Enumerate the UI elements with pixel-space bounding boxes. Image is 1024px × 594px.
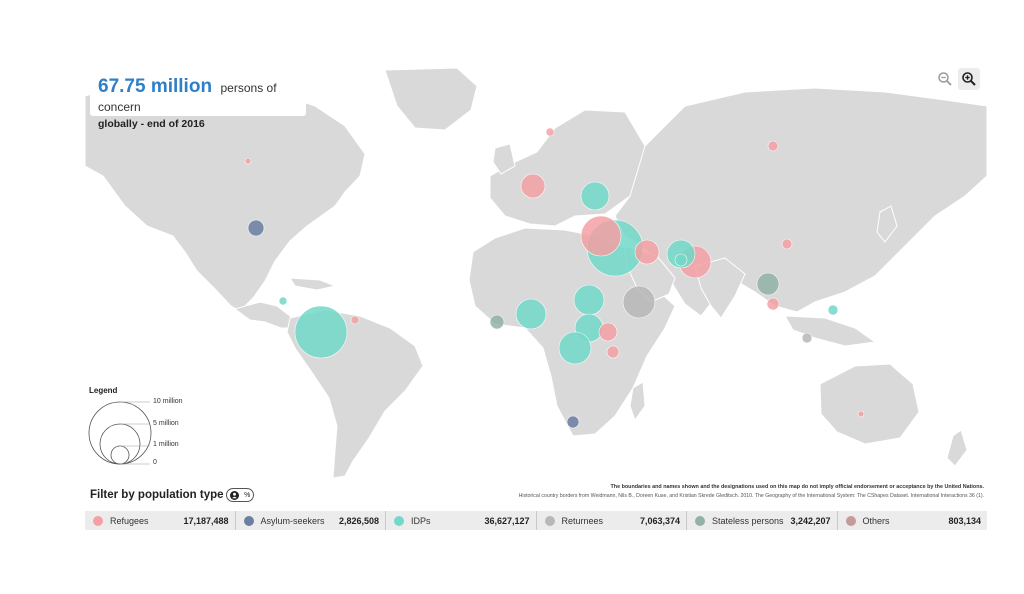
bubble-kenya[interactable] — [606, 345, 620, 359]
bubble-turkey[interactable] — [580, 215, 622, 257]
legend-tick-1m: 1 million — [153, 441, 179, 448]
legend-circles — [88, 401, 152, 465]
legend-title: Legend — [89, 386, 118, 395]
filter-stateless-persons[interactable]: Stateless persons 3,242,207 — [686, 511, 837, 530]
map-credit: Historical country borders from Weidmann… — [518, 493, 984, 499]
legend-tick-0: 0 — [153, 459, 157, 466]
filter-refugees[interactable]: Refugees 17,187,488 — [85, 511, 235, 530]
returnees-swatch-icon — [544, 515, 555, 526]
bubble-sudan[interactable] — [573, 284, 605, 316]
idps-swatch-icon — [394, 515, 404, 526]
filter-value: 7,063,374 — [639, 515, 680, 526]
population-filter-bar: Refugees 17,187,488 Asylum-seekers 2,826… — [85, 511, 987, 530]
legend-circle-10m — [88, 401, 152, 465]
bubble-myanmar[interactable] — [756, 272, 780, 296]
filter-asylum-seekers[interactable]: Asylum-seekers 2,826,508 — [234, 511, 386, 530]
bubble-nigeria[interactable] — [515, 298, 547, 330]
bubble-malaysia[interactable] — [801, 332, 813, 344]
bubble-iraq[interactable] — [634, 239, 660, 265]
filter-returnees[interactable]: Returnees 7,063,374 — [535, 511, 687, 530]
bubble-venezuela[interactable] — [350, 315, 360, 325]
others-swatch-icon — [845, 515, 856, 526]
southeast-asia-islands[interactable] — [784, 315, 877, 347]
bubble-russia[interactable] — [767, 140, 779, 152]
bubble-germany[interactable] — [520, 173, 546, 199]
legend-tick-5m: 5 million — [153, 420, 179, 427]
world-map-svg[interactable] — [85, 66, 987, 530]
bubble-philippines[interactable] — [827, 304, 839, 316]
madagascar[interactable] — [629, 381, 646, 422]
person-icon — [229, 490, 239, 500]
bubble-sweden[interactable] — [545, 127, 555, 137]
title-subtitle: globally - end of 2016 — [98, 118, 205, 130]
persons-of-concern-label: persons of concern — [98, 81, 277, 114]
bubble-drc[interactable] — [558, 331, 592, 365]
bubble-canada[interactable] — [244, 157, 252, 165]
absolute-percent-toggle[interactable]: % — [226, 488, 254, 502]
asylum-seekers-swatch-icon — [243, 515, 254, 526]
bubble-ethiopia[interactable] — [598, 322, 618, 342]
zoom-out-icon — [938, 72, 952, 86]
bubble-layer — [244, 127, 865, 429]
zoom-out-button[interactable] — [934, 68, 956, 90]
legend-circle-5m — [99, 423, 141, 465]
size-legend: Legend 10 million 5 million 1 million 0 — [86, 386, 196, 470]
bubble-usa[interactable] — [247, 219, 265, 237]
map-disclaimer: The boundaries and names shown and the d… — [610, 484, 984, 490]
filter-value: 36,627,127 — [484, 515, 530, 526]
zoom-in-icon — [962, 72, 976, 86]
uk[interactable] — [492, 143, 516, 175]
greenland[interactable] — [384, 67, 478, 131]
filter-value: 2,826,508 — [338, 515, 379, 526]
new-zealand[interactable] — [946, 429, 968, 467]
filter-label: Stateless persons — [712, 515, 784, 526]
filter-label: Asylum-seekers — [260, 515, 325, 526]
bubble-thailand[interactable] — [766, 297, 780, 311]
bubble-china[interactable] — [781, 238, 793, 250]
percent-label: % — [244, 491, 251, 499]
filter-label: Refugees — [110, 515, 149, 526]
world-map[interactable] — [85, 66, 987, 530]
filter-title: Filter by population type — [90, 489, 224, 501]
caribbean[interactable] — [289, 277, 337, 291]
india[interactable] — [694, 257, 746, 319]
japan[interactable] — [876, 205, 898, 243]
refugees-swatch-icon — [93, 515, 103, 526]
bubble-colombia[interactable] — [294, 305, 348, 359]
bubble-yemen[interactable] — [674, 253, 688, 267]
filter-value: 803,134 — [948, 515, 981, 526]
filter-others[interactable]: Others 803,134 — [836, 511, 988, 530]
legend-circle-1m — [110, 445, 130, 465]
total-persons-value: 67.75 million — [98, 76, 213, 97]
bubble-ukraine[interactable] — [580, 181, 610, 211]
australia[interactable] — [819, 363, 920, 445]
bubble-somalia[interactable] — [622, 285, 656, 319]
bubble-south-africa[interactable] — [566, 415, 580, 429]
filter-value: 3,242,207 — [790, 515, 831, 526]
zoom-in-button[interactable] — [958, 68, 980, 90]
filter-label: Others — [862, 515, 890, 526]
filter-label: IDPs — [411, 515, 431, 526]
title-box: 67.75 million persons of concern globall… — [90, 72, 306, 130]
stateless-swatch-icon — [695, 515, 705, 526]
filter-idps[interactable]: IDPs 36,627,127 — [385, 511, 536, 530]
filter-label: Returnees — [561, 515, 604, 526]
filter-value: 17,187,488 — [183, 515, 229, 526]
bubble-mexico[interactable] — [278, 296, 288, 306]
bubble-australia[interactable] — [857, 410, 865, 418]
bubble-ivory-coast[interactable] — [489, 314, 505, 330]
legend-tick-10m: 10 million — [153, 398, 183, 405]
